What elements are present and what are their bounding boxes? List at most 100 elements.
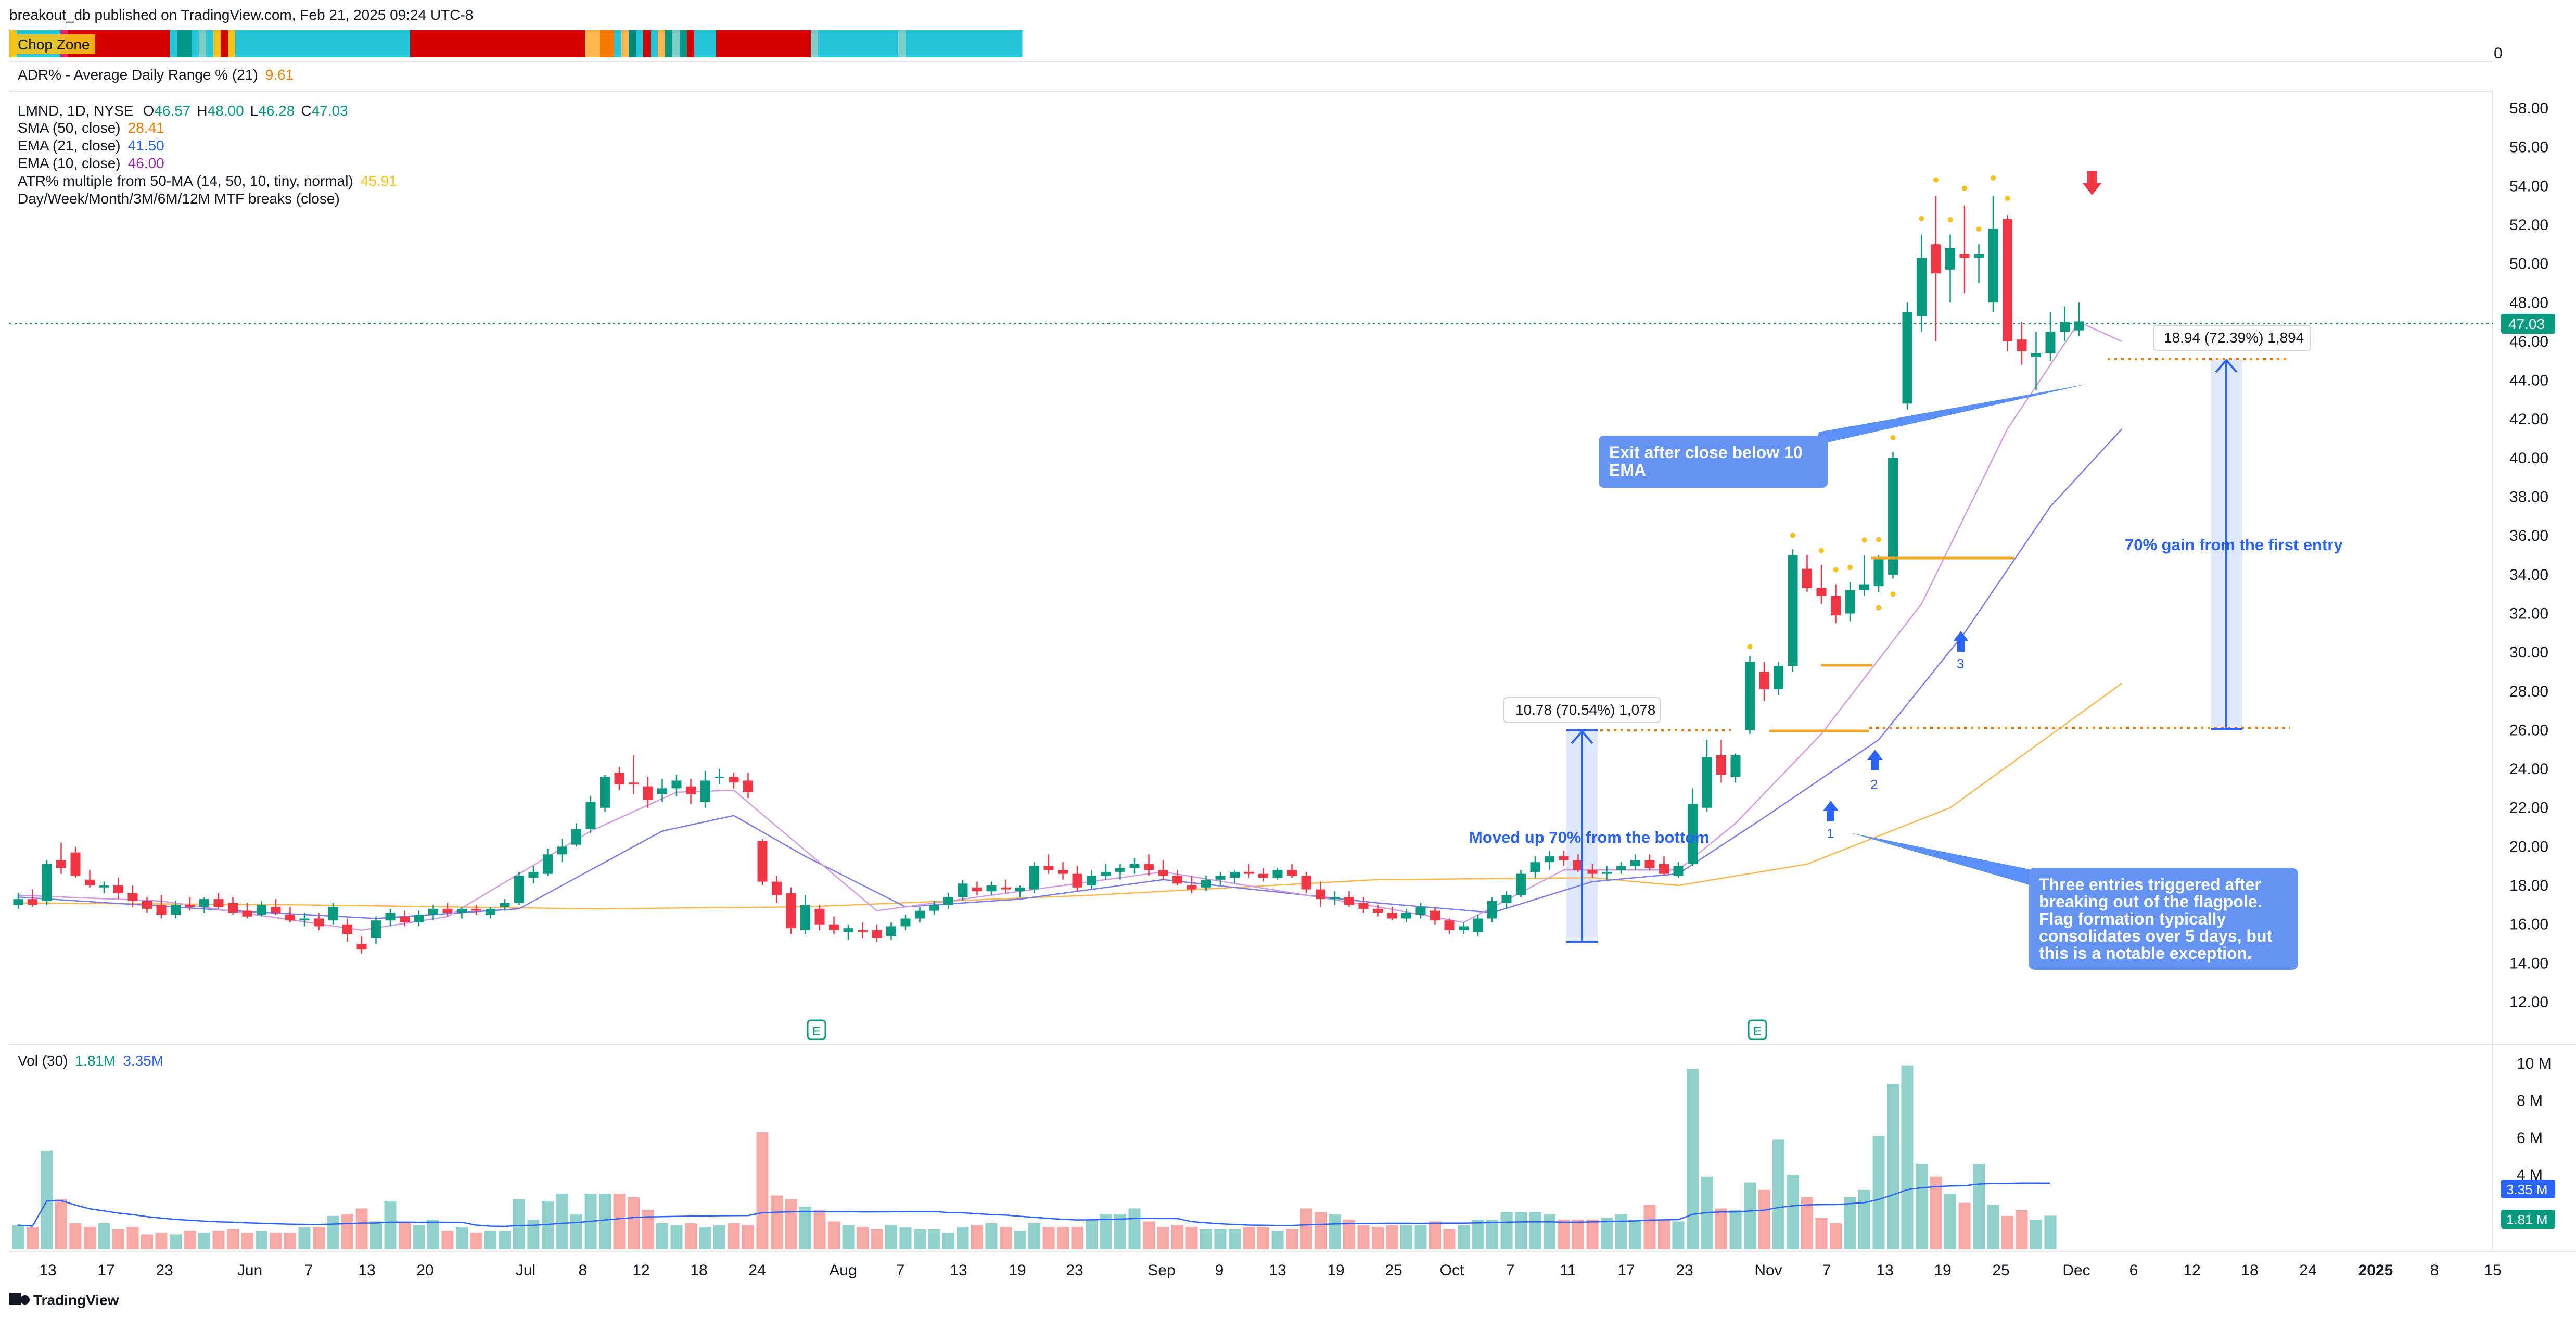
chop-zone-cell xyxy=(687,30,695,57)
chop-zone-cell xyxy=(556,30,564,57)
candle-body xyxy=(1344,897,1354,905)
chop-zone-cell xyxy=(534,30,542,57)
candlestick-series[interactable] xyxy=(13,195,2084,954)
time-tick-label: 7 xyxy=(1822,1262,1831,1279)
chop-zone-cell xyxy=(104,30,112,57)
chop-zone-cell xyxy=(396,30,403,57)
chop-zone-cell xyxy=(651,30,658,57)
earnings-marker-2[interactable]: E xyxy=(1748,1019,1767,1040)
candle-body xyxy=(1444,920,1455,930)
chop-zone-label-bg xyxy=(9,34,95,54)
candle-body xyxy=(1745,662,1755,730)
candle-body xyxy=(1287,870,1297,876)
volume-bar xyxy=(112,1229,124,1249)
time-tick-label: 18 xyxy=(2241,1262,2258,1279)
volume-bar xyxy=(1286,1229,1298,1249)
vol-badge-1-text: 3.35 M xyxy=(2506,1182,2548,1197)
volume-bars xyxy=(12,1065,2057,1249)
chop-zone-cell xyxy=(570,30,578,57)
candle-body xyxy=(185,905,195,907)
volume-bar xyxy=(1014,1231,1026,1249)
candle-body xyxy=(1230,871,1240,878)
candle-body xyxy=(1702,757,1712,808)
chop-zone-cell xyxy=(483,30,491,57)
volume-bar xyxy=(928,1229,940,1249)
volume-bar xyxy=(1601,1218,1613,1249)
candle-body xyxy=(757,841,768,882)
volume-bar xyxy=(1443,1229,1456,1249)
candle-body xyxy=(328,907,338,921)
chop-zone-cell xyxy=(927,30,935,57)
chop-zone-cell xyxy=(374,30,381,57)
chop-zone-cell xyxy=(410,30,418,57)
time-tick-label: 13 xyxy=(950,1262,967,1279)
chop-zone-cell xyxy=(461,30,469,57)
time-tick-label: 15 xyxy=(2484,1262,2501,1279)
candle-body xyxy=(600,777,610,808)
candle-body xyxy=(42,864,52,901)
candle-body xyxy=(1974,254,1984,258)
chop-zone-cell xyxy=(388,30,396,57)
volume-bar xyxy=(198,1232,210,1249)
star-marker xyxy=(2005,196,2010,201)
volume-bar xyxy=(184,1231,196,1249)
candle-body xyxy=(28,899,37,905)
candle-body xyxy=(1158,870,1168,876)
chop-zone-cell xyxy=(272,30,279,57)
candle-body xyxy=(1673,866,1684,876)
candle-body xyxy=(872,930,882,938)
volume-bar xyxy=(885,1225,897,1249)
chop-zone-cell xyxy=(192,30,199,57)
time-axis[interactable]: 13 17 23 Jun 7 13 20 Jul 8 12 18 24 Aug 7 13 19 23 Sep 9 13… xyxy=(39,1262,2501,1279)
volume-bar xyxy=(899,1227,912,1249)
volume-bar xyxy=(327,1215,339,1249)
svg-text:E: E xyxy=(1753,1024,1762,1039)
candle-body xyxy=(1072,873,1082,888)
chop-zone-cell xyxy=(1000,30,1008,57)
time-tick-label: 8 xyxy=(579,1262,588,1279)
volume-bar xyxy=(341,1214,353,1249)
volume-bar xyxy=(871,1229,883,1249)
volume-bar xyxy=(1815,1218,1828,1249)
chop-zone-cell xyxy=(345,30,352,57)
candle-body xyxy=(1115,868,1125,872)
candle-body xyxy=(1058,870,1068,874)
candle-body xyxy=(385,913,396,921)
chop-zone-cell xyxy=(359,30,367,57)
candle-body xyxy=(1001,887,1011,890)
volume-bar xyxy=(1973,1163,1985,1249)
price-tick-label: 20.00 xyxy=(2509,838,2548,855)
chop-zone-cell xyxy=(891,30,899,57)
chop-zone-cell xyxy=(505,30,513,57)
volume-bar xyxy=(55,1199,67,1249)
chop-zone-cell xyxy=(600,30,607,57)
volume-bar xyxy=(1114,1214,1126,1249)
candle-body xyxy=(1644,860,1655,868)
star-marker xyxy=(1847,565,1853,571)
vol-badge-2 xyxy=(2501,1210,2555,1229)
chop-zone-cell xyxy=(774,30,782,57)
candle-body xyxy=(113,885,123,893)
chop-zone-cell xyxy=(454,30,462,57)
earnings-marker-1[interactable]: E xyxy=(807,1019,826,1040)
candle-body xyxy=(171,905,181,915)
volume-bar xyxy=(84,1227,96,1249)
candle-body xyxy=(786,893,796,929)
volume-bar xyxy=(141,1234,153,1249)
candle-body xyxy=(1774,666,1783,690)
gain-text: 70% gain from the first entry xyxy=(2125,536,2343,554)
chop-zone-cell xyxy=(490,30,498,57)
volume-bar xyxy=(642,1210,654,1249)
candle-body xyxy=(1401,913,1411,919)
time-tick-label: 12 xyxy=(632,1262,649,1279)
volume-bar xyxy=(470,1232,482,1249)
volume-bar xyxy=(1987,1205,1999,1249)
ema-21-line xyxy=(18,428,2123,919)
measure-label-2: 18.94 (72.39%) 1,894 xyxy=(2164,330,2304,346)
time-tick-label: 24 xyxy=(748,1262,766,1279)
price-tick-label: 34.00 xyxy=(2509,566,2548,584)
chop-zone-cell xyxy=(111,30,119,57)
volume-legend: Vol (30) 1.81M 3.35M xyxy=(18,1053,163,1069)
price-axis[interactable]: 58.00 56.00 54.00 52.00 50.00 48.00 46.00 44.00… xyxy=(2509,100,2548,1011)
